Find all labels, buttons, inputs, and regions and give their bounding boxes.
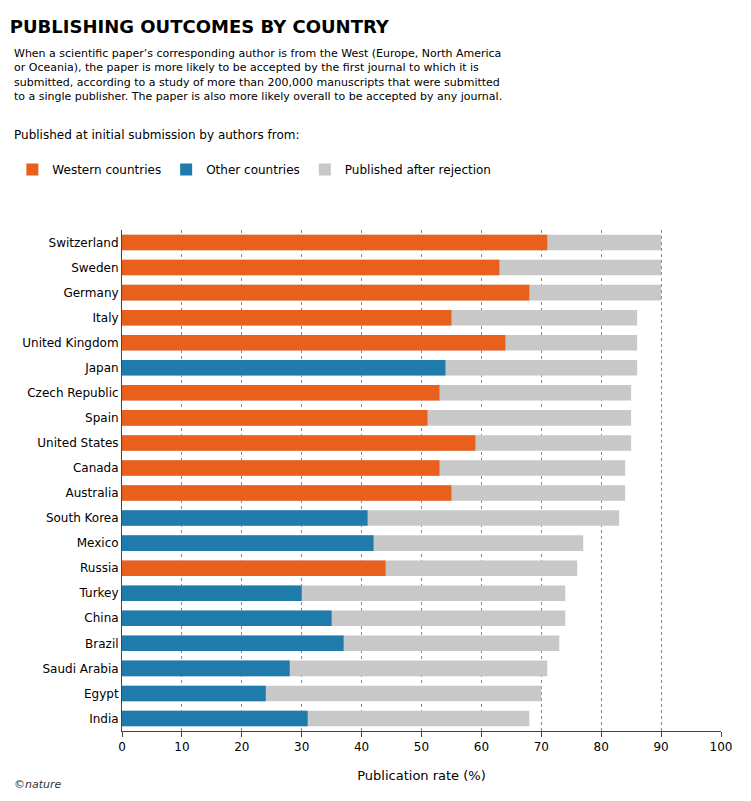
svg-text:Western countries: Western countries [52, 163, 161, 177]
svg-text:Published after rejection: Published after rejection [345, 163, 491, 177]
svg-text:20: 20 [234, 740, 249, 754]
svg-text:United Kingdom: United Kingdom [22, 336, 118, 350]
svg-text:90: 90 [653, 740, 668, 754]
svg-text:Italy: Italy [93, 311, 119, 325]
svg-text:40: 40 [354, 740, 369, 754]
svg-text:30: 30 [294, 740, 309, 754]
svg-text:Egypt: Egypt [84, 687, 119, 701]
svg-text:South Korea: South Korea [46, 511, 119, 525]
svg-text:Published at initial submissio: Published at initial submission by autho… [14, 128, 300, 142]
svg-text:Spain: Spain [85, 411, 119, 425]
svg-text:Czech Republic: Czech Republic [27, 386, 118, 400]
svg-text:Canada: Canada [73, 461, 119, 475]
svg-text:Russia: Russia [80, 561, 119, 575]
svg-text:Saudi Arabia: Saudi Arabia [42, 662, 118, 676]
svg-text:©nature: ©nature [14, 778, 62, 791]
svg-text:Australia: Australia [66, 486, 119, 500]
svg-text:Switzerland: Switzerland [49, 236, 119, 250]
svg-text:United States: United States [37, 436, 118, 450]
svg-text:0: 0 [118, 740, 126, 754]
svg-text:70: 70 [534, 740, 549, 754]
svg-text:100: 100 [710, 740, 733, 754]
svg-text:Other countries: Other countries [206, 163, 300, 177]
svg-text:PUBLISHING OUTCOMES BY COUNTRY: PUBLISHING OUTCOMES BY COUNTRY [10, 16, 390, 37]
svg-text:Sweden: Sweden [71, 261, 118, 275]
svg-text:India: India [89, 712, 118, 726]
svg-text:80: 80 [594, 740, 609, 754]
svg-text:China: China [84, 611, 118, 625]
svg-text:10: 10 [174, 740, 189, 754]
svg-text:50: 50 [414, 740, 429, 754]
svg-text:60: 60 [474, 740, 489, 754]
svg-text:Publication rate (%): Publication rate (%) [357, 768, 486, 783]
svg-text:Germany: Germany [63, 286, 118, 300]
svg-text:Japan: Japan [84, 361, 118, 375]
svg-text:Brazil: Brazil [85, 637, 119, 651]
svg-text:Mexico: Mexico [77, 536, 119, 550]
svg-text:When a scientific paper’s corr: When a scientific paper’s corresponding … [14, 47, 502, 103]
svg-text:Turkey: Turkey [79, 586, 119, 600]
